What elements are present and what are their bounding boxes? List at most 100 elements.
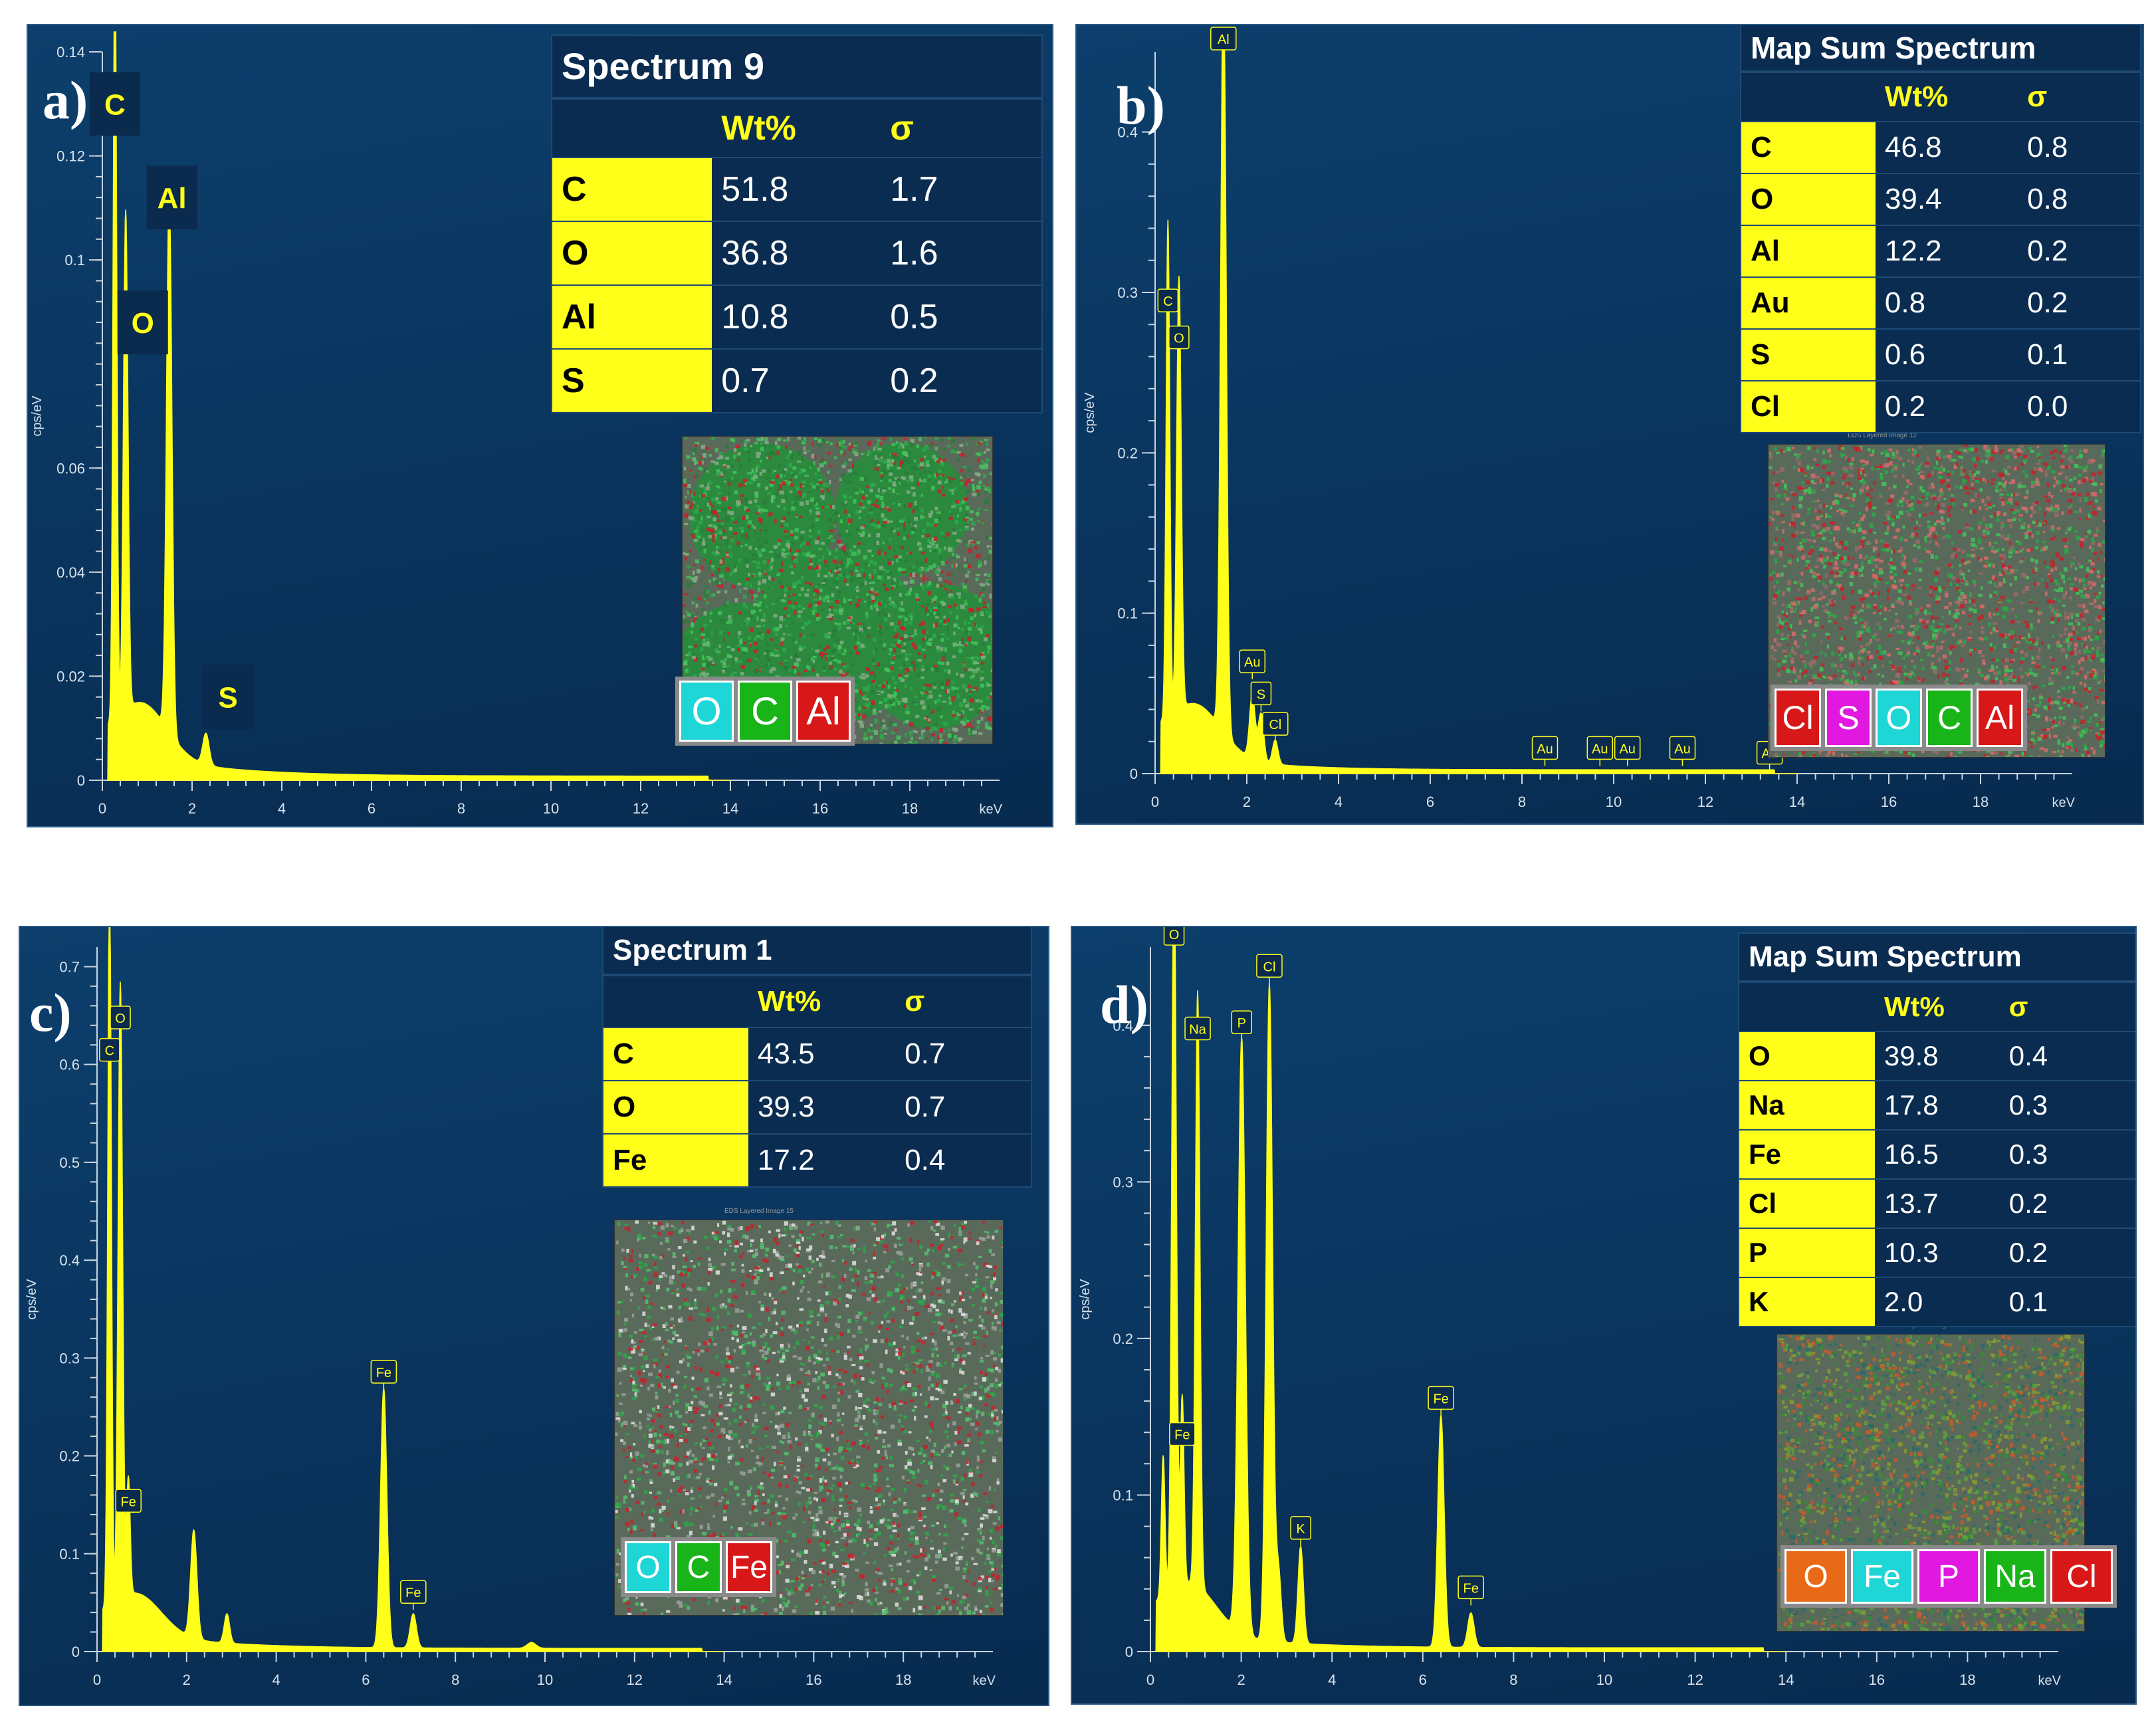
map-pixel [705, 497, 710, 500]
map-pixel [966, 742, 970, 744]
map-pixel [1849, 582, 1854, 586]
map-pixel [1896, 450, 1899, 455]
map-pixel [1992, 756, 1996, 757]
map-pixel [735, 518, 738, 524]
map-pixel [794, 652, 798, 657]
peak-label-text: Al [1218, 33, 1230, 47]
map-pixel [1911, 460, 1915, 465]
map-pixel [1889, 570, 1893, 574]
map-pixel [706, 470, 709, 473]
map-pixel [980, 611, 984, 615]
map-pixel [1826, 611, 1830, 614]
map-pixel [2090, 626, 2094, 631]
map-pixel [990, 573, 992, 577]
map-pixel [758, 631, 762, 637]
map-pixel [844, 503, 848, 506]
map-pixel [1832, 567, 1834, 570]
peak-label-text: Au [1619, 742, 1635, 756]
map-pixel [905, 720, 910, 724]
map-pixel [1814, 616, 1820, 619]
map-pixel [728, 619, 732, 624]
map-pixel [1979, 488, 1983, 492]
map-pixel [928, 644, 932, 649]
map-pixel [1815, 524, 1820, 530]
map-pixel [1934, 633, 1937, 637]
map-pixel [683, 660, 688, 665]
map-pixel [2050, 504, 2053, 508]
map-pixel [1959, 570, 1963, 575]
map-pixel [911, 667, 914, 672]
map-pixel [911, 736, 913, 740]
map-pixel [1913, 653, 1917, 656]
map-pixel [1895, 528, 1900, 532]
map-pixel [2080, 540, 2083, 544]
map-pixel [924, 631, 928, 634]
map-pixel [956, 592, 961, 595]
map-pixel [760, 633, 764, 636]
particle [689, 443, 835, 590]
map-pixel [874, 467, 877, 471]
map-pixel [1911, 532, 1915, 537]
map-pixel [885, 681, 888, 684]
map-pixel [1784, 651, 1787, 655]
map-pixel [1805, 567, 1809, 570]
map-pixel [1791, 516, 1794, 521]
map-pixel [918, 544, 922, 547]
map-pixel [870, 724, 873, 727]
map-pixel [1874, 574, 1878, 580]
map-pixel [963, 518, 966, 520]
map-pixel [903, 474, 906, 478]
map-pixel [876, 662, 881, 667]
map-pixel [956, 514, 960, 518]
map-pixel [1805, 756, 1808, 757]
map-pixel [2088, 501, 2093, 505]
x-tick-label: 6 [1426, 794, 1434, 810]
map-pixel [869, 701, 871, 706]
map-pixel [2038, 696, 2044, 700]
map-pixel [880, 480, 883, 483]
map-pixel [867, 564, 871, 567]
map-pixel [806, 589, 810, 592]
map-pixel [1931, 471, 1934, 475]
map-pixel [968, 731, 972, 736]
map-pixel [968, 728, 970, 732]
map-pixel [887, 508, 891, 512]
spectrum-trace [106, 31, 730, 781]
map-pixel [862, 706, 867, 709]
map-pixel [687, 566, 691, 568]
map-pixel [914, 633, 918, 635]
map-pixel [706, 643, 710, 647]
map-pixel [758, 574, 762, 578]
element-cell: O [1741, 173, 1876, 225]
sigma-cell: 0.5 [890, 298, 938, 336]
map-pixel [1838, 651, 1841, 654]
map-pixel [2027, 640, 2032, 644]
map-pixel [1769, 516, 1773, 518]
map-pixel [965, 506, 970, 510]
map-pixel [772, 627, 776, 632]
map-pixel [985, 579, 990, 582]
map-pixel [693, 674, 697, 679]
map-pixel [920, 700, 925, 705]
map-pixel [1858, 523, 1862, 527]
map-pixel [1788, 522, 1791, 526]
map-pixel [2044, 495, 2048, 498]
map-pixel [756, 455, 760, 459]
map-pixel [1824, 653, 1827, 657]
map-pixel [691, 492, 694, 496]
map-pixel [822, 669, 826, 673]
map-pixel [1778, 643, 1782, 647]
map-pixel [1979, 673, 1984, 677]
map-pixel [859, 724, 865, 728]
map-pixel [1899, 680, 1903, 685]
map-pixel [1931, 665, 1935, 669]
map-pixel [1857, 477, 1862, 481]
map-pixel [1978, 525, 1981, 530]
map-pixel [988, 573, 991, 578]
map-pixel [1847, 756, 1850, 757]
map-pixel [1907, 513, 1911, 516]
map-pixel [1891, 469, 1894, 473]
map-pixel [795, 515, 799, 518]
map-pixel [979, 592, 983, 595]
map-pixel [944, 536, 946, 540]
